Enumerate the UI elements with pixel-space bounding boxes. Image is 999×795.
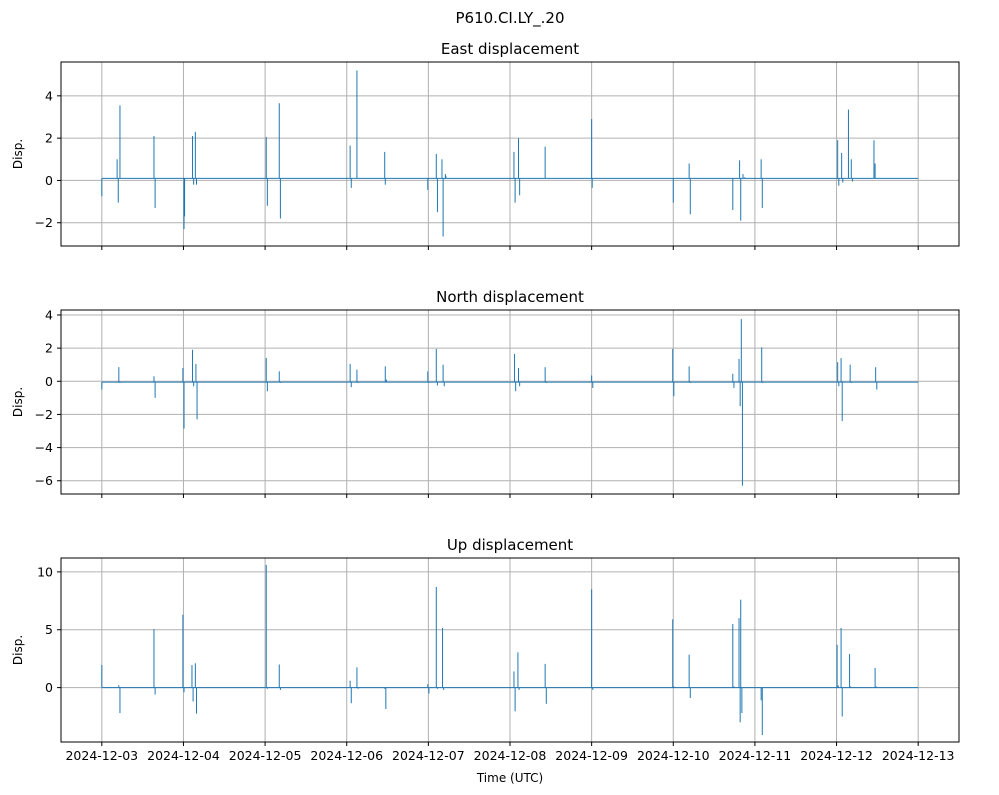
x-tick-label: 2024-12-05 [229,748,302,763]
y-axis-label: Disp. [11,139,25,169]
y-tick-label: 0 [45,374,53,389]
y-tick-label: 10 [37,564,53,579]
y-tick-label: 2 [45,341,53,356]
y-tick-label: −2 [35,407,53,422]
y-tick-label: 0 [45,173,53,188]
x-tick-label: 2024-12-09 [555,748,628,763]
y-tick-label: −2 [35,215,53,230]
x-axis-label: Time (UTC) [476,771,543,785]
x-tick-label: 2024-12-04 [147,748,220,763]
panel-title: North displacement [436,288,584,306]
y-axis-label: Disp. [11,387,25,417]
figure-title: P610.CI.LY_.20 [456,9,565,28]
y-tick-label: −6 [35,473,53,488]
y-tick-label: −4 [35,440,53,455]
up-displacement-panel: Up displacement Disp. 2024-12-03 2024-12-04… [11,536,960,763]
y-tick-label: 5 [45,622,53,637]
axes-frame [60,309,960,495]
north-displacement-panel: North displacement Disp. −6 −4 −2 0 2 4 [11,288,960,498]
x-tick-label: 2024-12-12 [800,748,873,763]
axes-frame [60,557,960,743]
y-tick-label: 4 [45,88,53,103]
panel-title: Up displacement [447,536,573,554]
x-tick-label: 2024-12-06 [310,748,383,763]
east-displacement-panel: East displacement Disp. −2 0 2 4 [11,40,960,250]
x-tick-label: 2024-12-13 [882,748,955,763]
axes-frame [60,61,960,247]
x-tick-label: 2024-12-07 [392,748,465,763]
y-tick-label: 4 [45,307,53,322]
y-tick-label: 2 [45,131,53,146]
x-tick-label: 2024-12-08 [474,748,547,763]
y-axis-label: Disp. [11,635,25,665]
x-tick-label: 2024-12-03 [65,748,138,763]
x-tick-label: 2024-12-11 [719,748,792,763]
panel-title: East displacement [441,40,579,58]
y-tick-label: 0 [45,680,53,695]
x-tick-label: 2024-12-10 [637,748,710,763]
